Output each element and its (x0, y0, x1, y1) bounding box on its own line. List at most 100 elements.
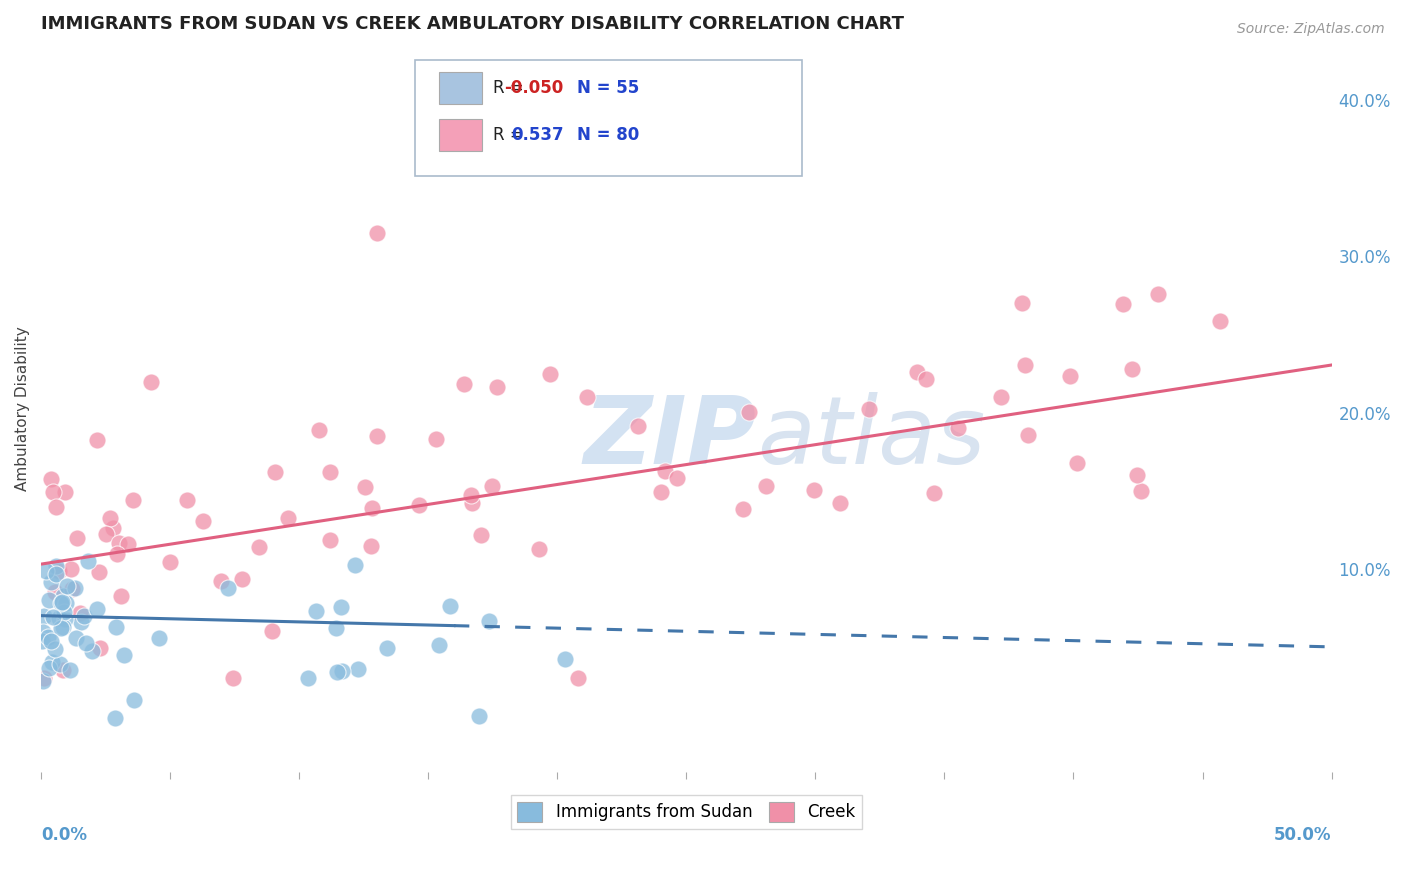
Legend: Immigrants from Sudan, Creek: Immigrants from Sudan, Creek (510, 795, 862, 829)
Point (39, 574, 62, 589)
Point (73, 608, 96, 623)
Point (69, 606, 91, 620)
Point (1208, 314, 1230, 328)
Point (60, 562, 83, 576)
Point (65, 582, 87, 596)
Point (41, 472, 63, 486)
Point (366, 429, 388, 443)
Point (527, 541, 550, 556)
Point (101, 521, 124, 535)
Point (627, 418, 650, 433)
Point (65, 631, 87, 645)
Point (858, 401, 880, 416)
Point (51, 621, 73, 635)
Point (45, 567, 67, 582)
Point (354, 480, 377, 494)
Point (32, 673, 55, 688)
Point (31, 634, 53, 648)
Point (264, 465, 287, 479)
Point (32, 671, 55, 685)
Point (346, 662, 368, 676)
Point (105, 547, 128, 561)
Point (77, 554, 100, 568)
Point (141, 375, 163, 389)
Point (89, 565, 111, 579)
FancyBboxPatch shape (415, 60, 803, 177)
Point (366, 226, 388, 240)
Point (89, 640, 111, 655)
Text: Source: ZipAtlas.com: Source: ZipAtlas.com (1237, 22, 1385, 37)
Point (53, 612, 76, 626)
Point (1125, 468, 1147, 483)
Point (39, 634, 62, 648)
Point (191, 514, 214, 528)
Text: R =: R = (492, 126, 523, 144)
Point (319, 533, 342, 547)
Point (439, 599, 461, 613)
Point (260, 624, 283, 639)
Point (108, 536, 131, 550)
Point (485, 380, 508, 394)
Point (52, 589, 75, 603)
Point (66, 531, 89, 545)
Point (731, 502, 754, 516)
Text: ZIP: ZIP (583, 392, 756, 483)
Point (122, 492, 145, 507)
Text: IMMIGRANTS FROM SUDAN VS CREEK AMBULATORY DISABILITY CORRELATION CHART: IMMIGRANTS FROM SUDAN VS CREEK AMBULATOR… (41, 15, 904, 33)
Point (58, 663, 80, 677)
Point (122, 693, 145, 707)
Point (308, 423, 330, 437)
Point (42, 485, 65, 500)
Point (277, 510, 299, 524)
Point (575, 390, 598, 404)
Point (45, 500, 67, 515)
Text: 0.0%: 0.0% (41, 826, 87, 844)
Point (45, 559, 67, 574)
Point (80, 644, 103, 658)
Point (738, 405, 761, 419)
Point (361, 501, 384, 516)
Point (830, 496, 852, 510)
Point (319, 466, 342, 480)
Point (425, 432, 447, 446)
Point (32, 609, 55, 624)
Text: 50.0%: 50.0% (1274, 826, 1331, 844)
Point (1121, 361, 1143, 376)
Point (332, 665, 354, 679)
Point (222, 671, 245, 685)
Point (52, 620, 75, 634)
Point (49, 596, 72, 610)
Point (1011, 296, 1033, 310)
Point (104, 620, 127, 634)
Text: -0.050: -0.050 (505, 78, 564, 97)
Point (460, 488, 482, 502)
Point (1111, 297, 1133, 311)
Point (112, 648, 135, 662)
Point (408, 498, 430, 512)
Text: 0.537: 0.537 (512, 126, 564, 144)
Point (56, 579, 79, 593)
Point (55, 595, 77, 609)
Point (990, 390, 1012, 404)
Point (98, 511, 121, 525)
FancyBboxPatch shape (439, 72, 482, 103)
Point (34, 564, 56, 578)
Point (470, 528, 492, 542)
Point (247, 540, 270, 554)
Point (1130, 483, 1153, 498)
Point (467, 709, 489, 723)
Point (159, 555, 181, 569)
Point (1017, 427, 1039, 442)
Point (650, 485, 672, 500)
Point (453, 376, 475, 391)
Point (60, 582, 83, 596)
Point (343, 558, 366, 573)
Point (37, 630, 59, 644)
Point (1059, 369, 1081, 384)
Point (117, 537, 139, 551)
Point (905, 365, 928, 379)
Point (42, 609, 65, 624)
Point (176, 492, 198, 507)
Point (53, 605, 76, 619)
Point (803, 483, 825, 498)
